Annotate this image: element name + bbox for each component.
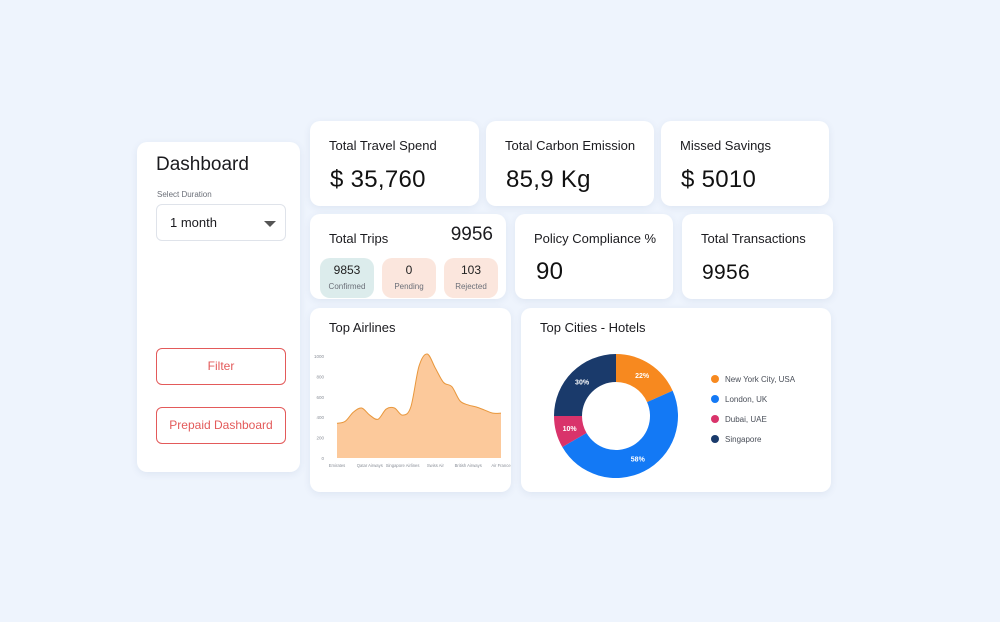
kpi-title: Total Carbon Emission [505,138,636,153]
confirmed-count: 9853 [333,263,361,277]
chart-title: Top Airlines [329,320,396,335]
rejected-count: 103 [460,263,482,277]
x-tick-label: Emirates [329,463,346,468]
kpi-missed-savings: Missed Savings $ 5010 [661,121,829,206]
legend-item: London, UK [711,389,795,409]
sidebar-panel: Dashboard Select Duration 1 month Filter… [137,142,300,472]
kpi-travel-spend: Total Travel Spend $ 35,760 [310,121,479,206]
top-cities-card: 22% 58% 10% 30% Top Cities - Hotels New Yor… [521,308,831,492]
kpi-total-transactions: Total Transactions 9956 [682,214,833,299]
kpi-title: Total Trips [329,231,389,246]
rejected-label: Rejected [455,282,487,291]
legend-dot [711,435,719,443]
kpi-value: 9956 [702,261,750,284]
kpi-value: $ 35,760 [330,166,426,193]
confirmed-label: Confirmed [328,282,366,291]
x-tick-label: British Airways [455,463,482,468]
trips-total: 9956 [450,224,493,245]
kpi-carbon-emission: Total Carbon Emission 85,9 Kg [486,121,654,206]
kpi-total-trips: Total Trips 9956 9853 Confirmed 0 Pendin… [310,214,506,299]
kpi-title: Policy Compliance % [534,231,657,246]
legend-label: Singapore [725,434,762,444]
slice-label: 58% [631,456,646,463]
kpi-value: 90 [536,258,564,285]
legend-item: New York City, USA [711,369,795,389]
rejected-badge: 103 Rejected [444,258,498,298]
x-tick-label: Air France [491,463,511,468]
donut-slice [554,416,587,447]
kpi-value: 85,9 Kg [506,166,591,193]
top-cities-donut: 22% 58% 10% 30% [554,354,678,478]
donut-slice [562,390,678,478]
area-fill [337,353,501,458]
legend-dot [711,415,719,423]
duration-value: 1 month [170,215,217,230]
x-tick-label: Singapore Airlines [386,463,420,468]
y-tick-label: 600 [316,395,324,400]
chevron-down-icon [264,221,276,227]
x-tick-label: Swiss Air [427,463,445,468]
donut-slice [554,354,616,416]
donut-slice [616,354,673,403]
chart-legend: New York City, USA London, UK Dubai, UAE Si… [711,369,795,449]
kpi-title: Total Transactions [701,231,806,246]
slice-label: 22% [635,373,650,380]
page-title: Dashboard [156,154,249,175]
legend-label: Dubai, UAE [725,414,767,424]
top-airlines-card: 0 200 400 600 800 1000 Emirates Qatar Airways Si… [310,308,511,492]
confirmed-badge: 9853 Confirmed [320,258,374,298]
pending-label: Pending [394,282,424,291]
y-tick-label: 1000 [314,354,325,359]
y-tick-label: 200 [316,436,324,441]
prepaid-dashboard-button[interactable]: Prepaid Dashboard [156,407,286,444]
slice-label: 30% [575,380,590,387]
legend-label: New York City, USA [725,374,796,384]
y-tick-label: 800 [316,374,324,379]
chart-title: Top Cities - Hotels [540,320,646,335]
legend-item: Singapore [711,429,795,449]
y-tick-label: 0 [321,456,324,461]
legend-label: London, UK [725,394,768,404]
slice-label: 10% [563,426,578,433]
y-tick-label: 400 [316,415,324,420]
legend-item: Dubai, UAE [711,409,795,429]
kpi-title: Missed Savings [680,138,772,153]
legend-dot [711,395,719,403]
duration-select[interactable]: 1 month [156,204,286,241]
x-tick-label: Qatar Airways [357,463,383,468]
kpi-title: Total Travel Spend [329,138,437,153]
pending-count: 0 [405,263,413,277]
pending-badge: 0 Pending [382,258,436,298]
kpi-value: $ 5010 [681,166,757,193]
filter-button[interactable]: Filter [156,348,286,385]
duration-label: Select Duration [157,190,212,199]
series-line [336,353,502,424]
kpi-policy-compliance: Policy Compliance % 90 [515,214,673,299]
legend-dot [711,375,719,383]
top-airlines-chart: 0 200 400 600 800 1000 Emirates Qatar Airways Si… [314,353,511,468]
